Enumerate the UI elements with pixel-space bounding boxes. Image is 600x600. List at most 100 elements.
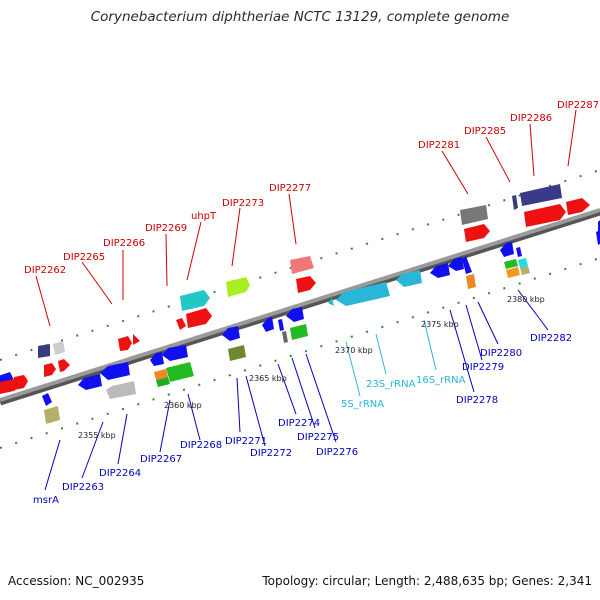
gene-arrow	[58, 359, 70, 372]
leader-line	[375, 333, 387, 375]
gene-label: msrA	[33, 495, 59, 506]
gene-arrow	[150, 352, 164, 366]
gene-label: DIP2280	[480, 348, 522, 359]
axis-tick-label: 2360 kbp	[164, 401, 202, 410]
gene-label: DIP2273	[222, 198, 264, 209]
gene-arrow	[460, 205, 488, 225]
gene-label: DIP2267	[140, 454, 182, 465]
leader-line	[305, 353, 337, 443]
leader-line	[81, 261, 113, 305]
gene-arrow	[518, 258, 528, 268]
leader-line	[35, 275, 51, 327]
gene-label: DIP2263	[62, 482, 104, 493]
gene-arrow	[430, 263, 450, 278]
gene-arrow	[336, 282, 390, 306]
gene-label: DIP2271	[225, 436, 267, 447]
gene-arrow	[466, 274, 476, 289]
axis-tick-label: 2355 kbp	[78, 431, 116, 440]
gene-label: DIP2286	[510, 113, 552, 124]
axis-tick-label: 2365 kbp	[249, 374, 287, 383]
bottom-gene-labels: msrA DIP2263 DIP2264 DIP2267 DIP2268 DIP…	[33, 333, 572, 506]
gene-arrow	[286, 307, 304, 322]
rrna-label: 5S_rRNA	[341, 399, 384, 410]
gene-arrow	[290, 256, 314, 274]
axis-tick-labels: 2355 kbp 2360 kbp 2365 kbp 2370 kbp 2375…	[78, 295, 545, 440]
leader-line	[44, 439, 61, 491]
gene-label: DIP2277	[269, 183, 311, 194]
gene-arrow	[166, 362, 194, 382]
gene-arrow	[162, 345, 188, 361]
rrna-labels: 5S_rRNA 23S_rRNA 16S_rRNA	[341, 375, 466, 410]
gene-arrow	[448, 257, 464, 271]
genome-summary-text: Topology: circular; Length: 2,488,635 bp…	[262, 574, 592, 588]
gene-arrow	[106, 381, 136, 399]
gene-label: uhpT	[191, 211, 217, 222]
gene-label: DIP2276	[316, 447, 358, 458]
leader-line	[345, 341, 361, 397]
gene-arrow	[133, 334, 140, 345]
gene-arrow	[42, 393, 52, 406]
axis-tick-label: 2370 kbp	[335, 346, 373, 355]
gene-arrow	[328, 298, 334, 306]
gene-arrow	[504, 259, 518, 269]
leader-line	[529, 123, 535, 177]
leader-line	[291, 357, 316, 429]
gene-arrow	[506, 267, 520, 278]
gene-arrow	[156, 377, 170, 387]
leader-line	[236, 377, 241, 433]
gene-arrow	[228, 345, 246, 361]
gene-arrow	[278, 319, 284, 331]
axis-tick-label: 2380 kbp	[507, 295, 545, 304]
gene-arrow	[262, 317, 274, 332]
leader-line	[159, 399, 171, 453]
gene-label: DIP2262	[24, 265, 66, 276]
gene-arrow	[520, 266, 530, 275]
gene-label: DIP2266	[103, 238, 145, 249]
gene-arrow	[596, 230, 600, 245]
rrna-label: 16S_rRNA	[416, 375, 466, 386]
gene-arrow	[290, 324, 308, 340]
gene-label: DIP2265	[63, 252, 105, 263]
gene-arrow	[180, 290, 210, 311]
gene-arrow	[282, 331, 288, 343]
gene-arrow	[176, 318, 186, 330]
gene-arrow	[396, 270, 422, 287]
gene-label: DIP2278	[456, 395, 498, 406]
leader-line	[485, 136, 511, 183]
gene-arrow	[154, 369, 168, 380]
gene-arrow	[44, 406, 60, 424]
leader-line	[117, 413, 128, 465]
gene-arrow	[38, 344, 50, 358]
gene-arrow	[500, 242, 514, 257]
gene-arrow	[296, 276, 316, 293]
gene-arrow	[186, 308, 212, 328]
accession-text: Accession: NC_002935	[8, 574, 145, 588]
leader-line	[81, 421, 104, 479]
gene-label: DIP2275	[297, 432, 339, 443]
genome-backbone	[0, 208, 600, 402]
gene-label: DIP2281	[418, 140, 460, 151]
leader-line	[277, 363, 297, 415]
leader-line	[477, 301, 499, 345]
leader-line	[465, 304, 483, 361]
leader-line	[441, 150, 469, 195]
gene-arrow	[464, 224, 490, 242]
gene-label: DIP2282	[530, 333, 572, 344]
gene-label: DIP2264	[99, 468, 141, 479]
gene-arrow	[566, 198, 590, 215]
leader-line	[517, 289, 549, 331]
top-gene-labels: DIP2262 DIP2265 DIP2266 DIP2269 uhpT DIP…	[24, 100, 599, 276]
axis-tick-label: 2375 kbp	[421, 320, 459, 329]
leader-line	[165, 233, 168, 287]
leader-line	[245, 375, 266, 447]
gene-arrow	[524, 204, 566, 227]
gene-label: DIP2274	[278, 418, 320, 429]
leader-line	[449, 309, 475, 393]
gene-arrow	[14, 375, 28, 390]
gene-arrow	[78, 374, 102, 390]
leader-line	[186, 221, 202, 281]
gene-label: DIP2287	[557, 100, 599, 111]
leader-line	[187, 393, 201, 441]
leader-line	[567, 109, 577, 167]
